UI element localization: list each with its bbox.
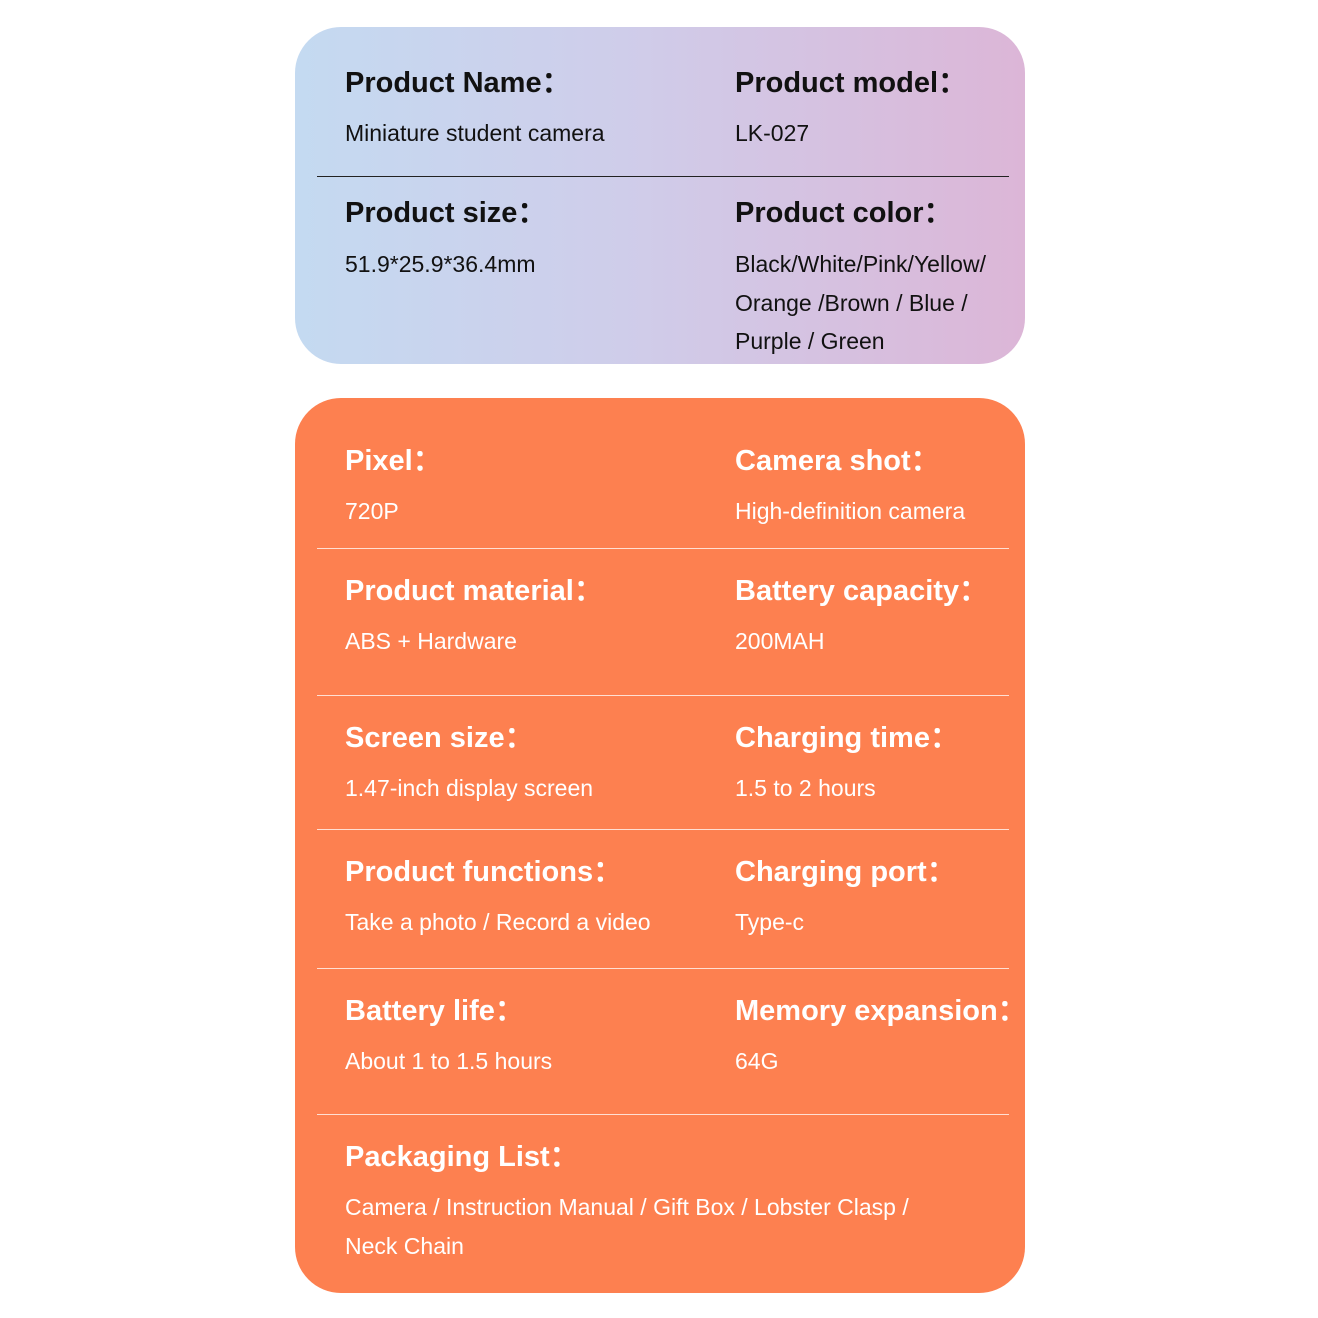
material-label: Product material：	[345, 575, 603, 607]
battery-capacity-value: 200MAH	[735, 628, 825, 654]
specs-card: Pixel： 720P Camera shot： High-definition…	[295, 398, 1027, 1293]
divider	[317, 968, 1009, 969]
charging-time-value: 1.5 to 2 hours	[735, 775, 876, 801]
pixel-value: 720P	[345, 498, 399, 524]
charging-port-value: Type-c	[735, 909, 805, 935]
battery-capacity-label: Battery capacity：	[735, 575, 989, 607]
product-model-value: LK-027	[735, 120, 810, 146]
divider	[317, 829, 1009, 830]
packaging-list-value-line: Camera / Instruction Manual / Gift Box /…	[345, 1194, 909, 1220]
camera-shot-label: Camera shot：	[735, 445, 940, 477]
memory-expansion-value: 64G	[735, 1048, 779, 1074]
divider	[317, 1114, 1009, 1115]
divider	[317, 695, 1009, 696]
divider	[317, 176, 1009, 177]
product-color-value-line: Orange /Brown / Blue /	[735, 290, 968, 316]
product-size-label: Product size：	[345, 197, 547, 229]
memory-expansion-label: Memory expansion：	[735, 995, 1027, 1027]
basic-info-card: Product Name： Miniature student camera P…	[295, 27, 1025, 364]
charging-port-label: Charging port：	[735, 856, 956, 888]
camera-shot-value: High-definition camera	[735, 498, 966, 524]
divider	[317, 548, 1009, 549]
screen-size-label: Screen size：	[345, 722, 534, 754]
screen-size-value: 1.47-inch display screen	[345, 775, 594, 801]
product-color-value-line: Black/White/Pink/Yellow/	[735, 251, 986, 277]
product-size-value: 51.9*25.9*36.4mm	[345, 251, 536, 277]
functions-label: Product functions：	[345, 856, 623, 888]
battery-life-label: Battery life：	[345, 995, 524, 1027]
packaging-list-value-line: Neck Chain	[345, 1233, 464, 1259]
battery-life-value: About 1 to 1.5 hours	[345, 1048, 553, 1074]
packaging-list-label: Packaging List：	[345, 1141, 579, 1173]
pixel-label: Pixel：	[345, 445, 442, 477]
material-value: ABS + Hardware	[345, 628, 517, 654]
functions-value: Take a photo / Record a video	[345, 909, 651, 935]
product-name-value: Miniature student camera	[345, 120, 605, 146]
charging-time-label: Charging time：	[735, 722, 959, 754]
product-name-label: Product Name：	[345, 67, 571, 99]
product-model-label: Product model：	[735, 67, 968, 99]
product-color-label: Product color：	[735, 197, 953, 229]
product-color-value-line: Purple / Green	[735, 328, 885, 354]
